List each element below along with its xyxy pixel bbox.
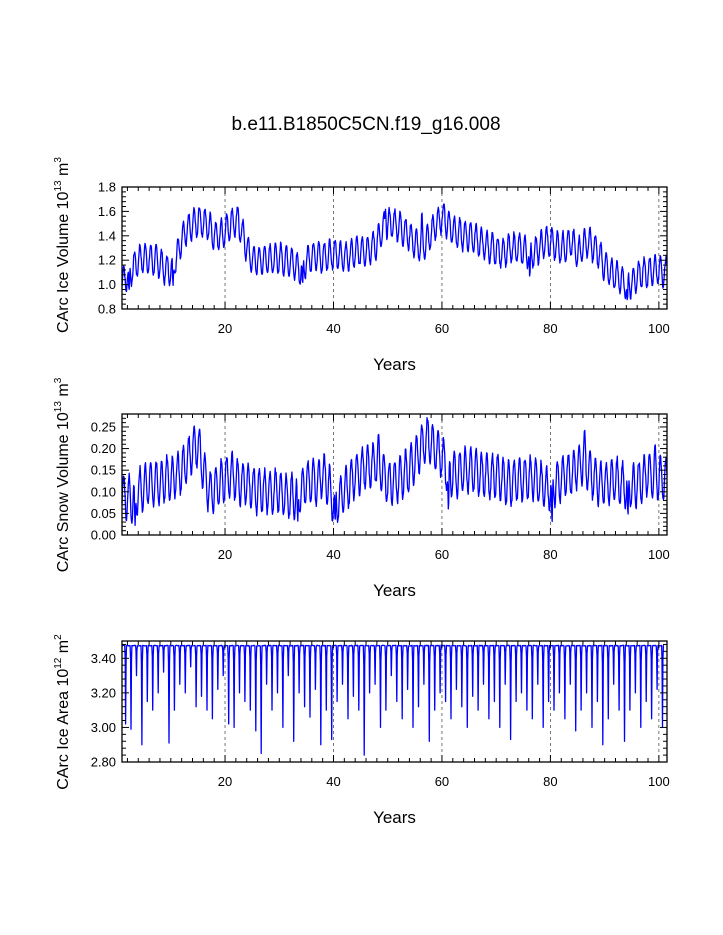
carc-snow-volume-ytick-label: 0.20 (91, 441, 116, 456)
carc-ice-area-xtick-label: 80 (543, 774, 557, 789)
carc-ice-area-xlabel: Years (373, 808, 416, 827)
carc-ice-area-ytick-label: 3.00 (91, 720, 116, 735)
carc-ice-volume-ytick-label: 1.8 (98, 180, 116, 195)
figure-title: b.e11.B1850C5CN.f19_g16.008 (231, 114, 500, 135)
carc-ice-area-xtick-label: 100 (648, 774, 670, 789)
carc-ice-area-ytick-label: 3.20 (91, 685, 116, 700)
carc-snow-volume-ytick-label: 0.10 (91, 484, 116, 499)
carc-ice-volume-ytick-label: 1.0 (98, 277, 116, 292)
carc-ice-volume-ytick-label: 0.8 (98, 302, 116, 317)
carc-snow-volume-ytick-label: 0.05 (91, 506, 116, 521)
carc-ice-area-frame (121, 640, 668, 763)
carc-snow-volume-ytick-label: 0.15 (91, 463, 116, 478)
carc-snow-volume-panel: 0.00 0.05 0.10 0.15 0.20 0.25 20 40 60 80 100 Years… (53, 377, 670, 600)
carc-ice-volume-panel: 0.8 1.0 1.2 1.4 1.6 1.8 20 40 60 80 100 Years CArc I… (53, 157, 670, 374)
carc-snow-volume-series-line (121, 417, 668, 527)
carc-ice-area-xtick-label: 40 (326, 774, 340, 789)
carc-ice-area-panel: 2.80 3.00 3.20 3.40 20 40 60 80 100 Years CArc Ice… (53, 634, 670, 827)
carc-ice-volume-ytick-label: 1.2 (98, 253, 116, 268)
carc-snow-volume-xtick-label: 40 (326, 547, 340, 562)
carc-snow-volume-xtick-label: 100 (648, 547, 670, 562)
carc-ice-area-ytick-label: 3.40 (91, 651, 116, 666)
carc-ice-volume-series-line (121, 203, 668, 301)
carc-ice-area-series-line (121, 644, 665, 756)
carc-ice-volume-ytick-label: 1.6 (98, 204, 116, 219)
carc-snow-volume-xtick-label: 80 (543, 547, 557, 562)
carc-ice-volume-xtick-label: 100 (648, 321, 670, 336)
carc-ice-volume-xtick-label: 40 (326, 321, 340, 336)
carc-ice-volume-xtick-label: 20 (218, 321, 232, 336)
carc-snow-volume-xtick-label: 20 (218, 547, 232, 562)
panels: 0.8 1.0 1.2 1.4 1.6 1.8 20 40 60 80 100 Years CArc I… (53, 157, 670, 827)
carc-ice-area-ylabel: CArc Ice Area 1012 m2 (53, 634, 72, 790)
carc-snow-volume-ytick-label: 0.00 (91, 528, 116, 543)
carc-snow-volume-xlabel: Years (373, 581, 416, 600)
carc-ice-volume-xlabel: Years (373, 355, 416, 374)
carc-snow-volume-ytick-label: 0.25 (91, 419, 116, 434)
carc-ice-volume-xtick-label: 60 (435, 321, 449, 336)
carc-ice-area-ytick-label: 2.80 (91, 755, 116, 770)
carc-ice-volume-ylabel: CArc Ice Volume 1013 m3 (53, 157, 72, 333)
carc-snow-volume-ylabel: CArc Snow Volume 1013 m3 (53, 377, 72, 572)
carc-ice-volume-xtick-label: 80 (543, 321, 557, 336)
carc-ice-area-xtick-label: 60 (435, 774, 449, 789)
carc-snow-volume-xtick-label: 60 (435, 547, 449, 562)
carc-ice-area-xtick-label: 20 (218, 774, 232, 789)
carc-ice-volume-frame (121, 186, 668, 310)
carc-ice-volume-ytick-label: 1.4 (98, 228, 116, 243)
